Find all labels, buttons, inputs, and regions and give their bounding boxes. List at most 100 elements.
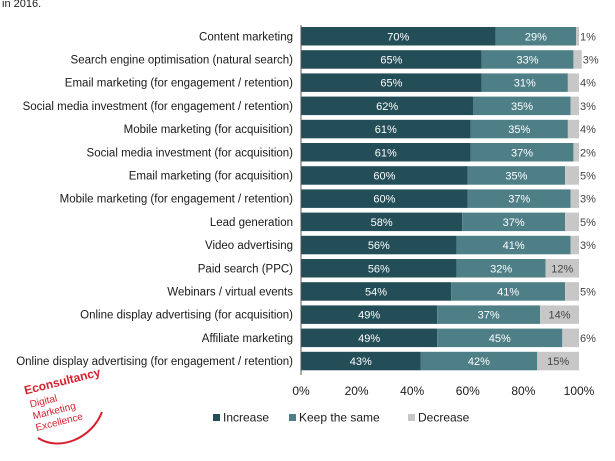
bar-decrease	[565, 282, 579, 301]
bar-keep-the-same	[451, 282, 566, 301]
bar-increase	[301, 166, 468, 185]
data-label: 43%	[350, 356, 372, 368]
data-label: 61%	[375, 124, 397, 136]
category-label: Online display advertising (for acquisit…	[80, 310, 293, 322]
bar-increase	[301, 305, 438, 324]
data-label: 49%	[358, 333, 380, 345]
legend-swatch	[289, 414, 296, 421]
data-label: 14%	[549, 310, 571, 322]
data-label: 37%	[478, 310, 500, 322]
data-label: 70%	[387, 31, 409, 43]
data-label: 4%	[580, 78, 596, 90]
data-label: 35%	[508, 124, 530, 136]
data-label: 56%	[368, 263, 390, 275]
data-label: 65%	[380, 54, 402, 66]
data-label: 54%	[365, 286, 387, 298]
category-label: Online display advertising (for engageme…	[16, 356, 293, 368]
bar-increase	[301, 50, 482, 69]
category-label: Social media investment (for acquisition…	[87, 147, 294, 159]
data-label: 49%	[358, 310, 380, 322]
data-label: 5%	[580, 217, 596, 229]
category-label: Search engine optimisation (natural sear…	[71, 54, 294, 66]
bar-decrease	[562, 328, 579, 348]
bar-keep-the-same	[437, 328, 563, 348]
bar-keep-the-same	[437, 305, 541, 324]
data-label: 35%	[505, 170, 527, 182]
bar-increase	[301, 259, 457, 278]
category-label: Affiliate marketing	[202, 333, 293, 345]
bar-increase	[301, 351, 421, 371]
bar-keep-the-same	[420, 351, 538, 371]
legend-swatch	[408, 414, 415, 421]
bar-increase	[301, 119, 471, 139]
x-tick-label: 40%	[400, 384, 424, 398]
x-tick-label: 20%	[345, 384, 369, 398]
data-label: 65%	[380, 78, 402, 90]
bar-keep-the-same	[481, 73, 568, 92]
bar-decrease	[573, 50, 582, 69]
bar-keep-the-same	[470, 143, 574, 162]
data-label: 5%	[580, 286, 596, 298]
bar-keep-the-same	[473, 96, 571, 116]
legend-label: Increase	[223, 411, 269, 425]
data-label: 3%	[580, 240, 596, 252]
x-tick-label: 60%	[456, 384, 480, 398]
bar-increase	[301, 73, 482, 92]
data-label: 33%	[517, 54, 539, 66]
data-label: 6%	[580, 333, 596, 345]
bar-increase	[301, 189, 468, 208]
category-labels: Content marketing Search engine optimisat…	[16, 31, 293, 368]
bar-increase	[301, 235, 457, 255]
data-label: 5%	[580, 170, 596, 182]
bar-decrease	[567, 73, 579, 92]
bars-layer: 70% 29% 1% 65% 33% 3% 65% 31% 4% 62% 35% 3% 61% 35% 4%…	[301, 27, 599, 371]
data-label: 15%	[547, 356, 569, 368]
category-label: Video advertising	[205, 240, 293, 252]
bar-increase	[301, 282, 452, 301]
category-label: Webinars / virtual events	[167, 286, 293, 298]
data-label: 60%	[373, 170, 395, 182]
data-label: 41%	[503, 240, 525, 252]
legend-label: Keep the same	[299, 411, 380, 425]
bar-increase	[301, 96, 474, 116]
category-label: Email marketing (for engagement / retent…	[65, 78, 293, 90]
bar-increase	[301, 143, 471, 162]
data-label: 35%	[511, 101, 533, 113]
x-tick-label: 100%	[564, 384, 595, 398]
logo-swoosh-icon	[37, 411, 103, 445]
x-tick-label: 0%	[292, 384, 310, 398]
bar-increase	[301, 27, 496, 46]
logo-name: Econsultancy	[23, 365, 102, 398]
data-label: 12%	[551, 263, 573, 275]
data-label: 58%	[371, 217, 393, 229]
category-label: Paid search (PPC)	[198, 263, 293, 275]
bar-increase	[301, 328, 438, 348]
data-label: 29%	[525, 31, 547, 43]
legend: Increase Keep the same Decrease	[213, 411, 470, 425]
data-label: 31%	[514, 78, 536, 90]
bar-decrease	[537, 351, 579, 371]
bar-decrease	[540, 305, 579, 324]
bar-decrease	[570, 96, 579, 116]
bar-keep-the-same	[456, 235, 571, 255]
category-label: Content marketing	[199, 31, 293, 43]
bar-decrease	[565, 212, 579, 232]
bar-increase	[301, 212, 463, 232]
category-label: Lead generation	[210, 217, 293, 229]
data-label: 56%	[368, 240, 390, 252]
data-label: 2%	[580, 147, 596, 159]
data-label: 60%	[373, 194, 395, 206]
data-label: 32%	[490, 263, 512, 275]
bar-decrease	[567, 119, 579, 139]
category-label: Social media investment (for engagement …	[23, 101, 294, 113]
x-axis: 0% 20% 40% 60% 80% 100%	[292, 25, 595, 398]
bar-keep-the-same	[467, 189, 571, 208]
data-label: 37%	[503, 217, 525, 229]
data-label: 62%	[376, 101, 398, 113]
category-label: Email marketing (for acquisition)	[129, 170, 293, 182]
legend-label: Decrease	[418, 411, 470, 425]
data-label: 41%	[497, 286, 519, 298]
data-label: 37%	[508, 194, 530, 206]
data-label: 37%	[511, 147, 533, 159]
x-tick-label: 80%	[511, 384, 535, 398]
